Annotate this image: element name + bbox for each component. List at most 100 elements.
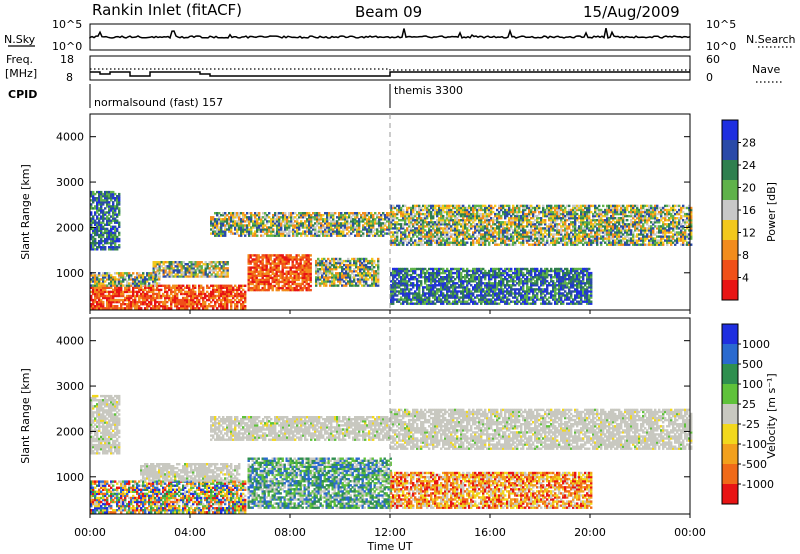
echo-cell: [222, 275, 225, 278]
echo-cell: [248, 228, 251, 231]
echo-cell: [174, 300, 177, 304]
echo-cell: [556, 219, 559, 222]
nsky-tick-bottom: 10^0: [52, 40, 82, 53]
nsky-label: N.Sky: [4, 33, 36, 46]
echo-cell: [244, 294, 247, 298]
echo-cell: [544, 235, 547, 238]
echo-cell: [267, 282, 270, 286]
echo-cell: [552, 217, 555, 220]
echo-cell: [128, 296, 131, 300]
echo-cell: [269, 268, 272, 271]
echo-cell: [176, 305, 179, 308]
echo-cell: [226, 290, 229, 294]
echo-cell: [570, 239, 573, 242]
echo-cell: [390, 231, 393, 234]
echo-cell: [504, 241, 507, 244]
echo-cell: [502, 239, 505, 242]
echo-cell: [254, 230, 257, 233]
echo-cell: [562, 208, 565, 212]
echo-cell: [309, 288, 312, 292]
echo-cell: [150, 284, 153, 287]
echo-cell: [560, 227, 563, 230]
echo-cell: [472, 217, 475, 220]
echo-cell: [359, 261, 362, 265]
echo-cell: [444, 229, 447, 232]
echo-cell: [305, 280, 308, 284]
echo-cell: [658, 221, 661, 224]
echo-cell: [484, 210, 487, 214]
echo-cell: [560, 229, 563, 232]
echo-cell: [170, 298, 173, 302]
echo-cell: [331, 270, 334, 273]
echo-cell: [110, 305, 113, 308]
echo-cell: [359, 263, 362, 267]
echo-cell: [446, 225, 449, 228]
echo-cell: [350, 224, 353, 227]
echo-cell: [299, 256, 302, 259]
echo-cell: [448, 243, 451, 246]
echo-cell: [576, 217, 579, 220]
echo-cell: [357, 272, 360, 275]
echo-cell: [349, 261, 352, 265]
echo-cell: [196, 307, 199, 310]
echo-cell: [102, 292, 105, 296]
echo-cell: [287, 258, 290, 261]
echo-cell: [92, 272, 95, 275]
echo-cell: [224, 303, 227, 306]
echo-cell: [546, 229, 549, 232]
echo-cell: [110, 280, 113, 283]
echo-cell: [351, 280, 354, 283]
echo-cell: [226, 284, 229, 287]
echo-cell: [582, 239, 585, 242]
echo-cell: [214, 269, 217, 272]
echo-cell: [236, 226, 239, 229]
echo-cell: [466, 219, 469, 222]
echo-cell: [283, 272, 286, 275]
echo-cell: [218, 222, 221, 225]
echo-cell: [570, 217, 573, 220]
echo-cell: [315, 284, 318, 287]
echo-cell: [438, 237, 441, 240]
echo-cell: [230, 300, 233, 304]
echo-cell: [550, 223, 553, 226]
echo-cell: [325, 272, 328, 275]
echo-cell: [500, 229, 503, 232]
echo-cell: [476, 239, 479, 242]
echo-cell: [180, 271, 183, 274]
echo-cell: [398, 210, 401, 214]
echo-cell: [548, 214, 551, 218]
echo-cell: [580, 225, 583, 228]
echo-cell: [94, 280, 97, 283]
echo-cell: [212, 288, 215, 292]
echo-cell: [128, 305, 131, 308]
echo-cell: [242, 232, 245, 235]
echo-cell: [398, 204, 401, 208]
echo-cell: [232, 222, 235, 225]
echo-cell: [224, 263, 227, 266]
echo-cell: [150, 286, 153, 289]
echo-cell: [234, 294, 237, 298]
echo-cell: [234, 216, 237, 219]
echo-cell: [452, 204, 455, 208]
echo-cell: [462, 233, 465, 236]
echo-cell: [570, 221, 573, 224]
echo-cell: [94, 284, 97, 287]
echo-cell: [154, 298, 157, 302]
echo-cell: [290, 220, 293, 223]
echo-cell: [297, 268, 300, 271]
echo-cell: [212, 222, 215, 225]
echo-cell: [329, 270, 332, 273]
echo-cell: [428, 229, 431, 232]
echo-cell: [530, 239, 533, 242]
echo-cell: [170, 267, 173, 270]
echo-cell: [474, 229, 477, 232]
echo-cell: [572, 214, 575, 218]
echo-cell: [283, 256, 286, 259]
echo-cell: [492, 241, 495, 244]
echo-cell: [182, 305, 185, 308]
echo-cell: [192, 286, 195, 289]
echo-cell: [408, 229, 411, 232]
echo-cell: [214, 284, 217, 287]
echo-cell: [310, 224, 313, 227]
echo-cell: [172, 294, 175, 298]
